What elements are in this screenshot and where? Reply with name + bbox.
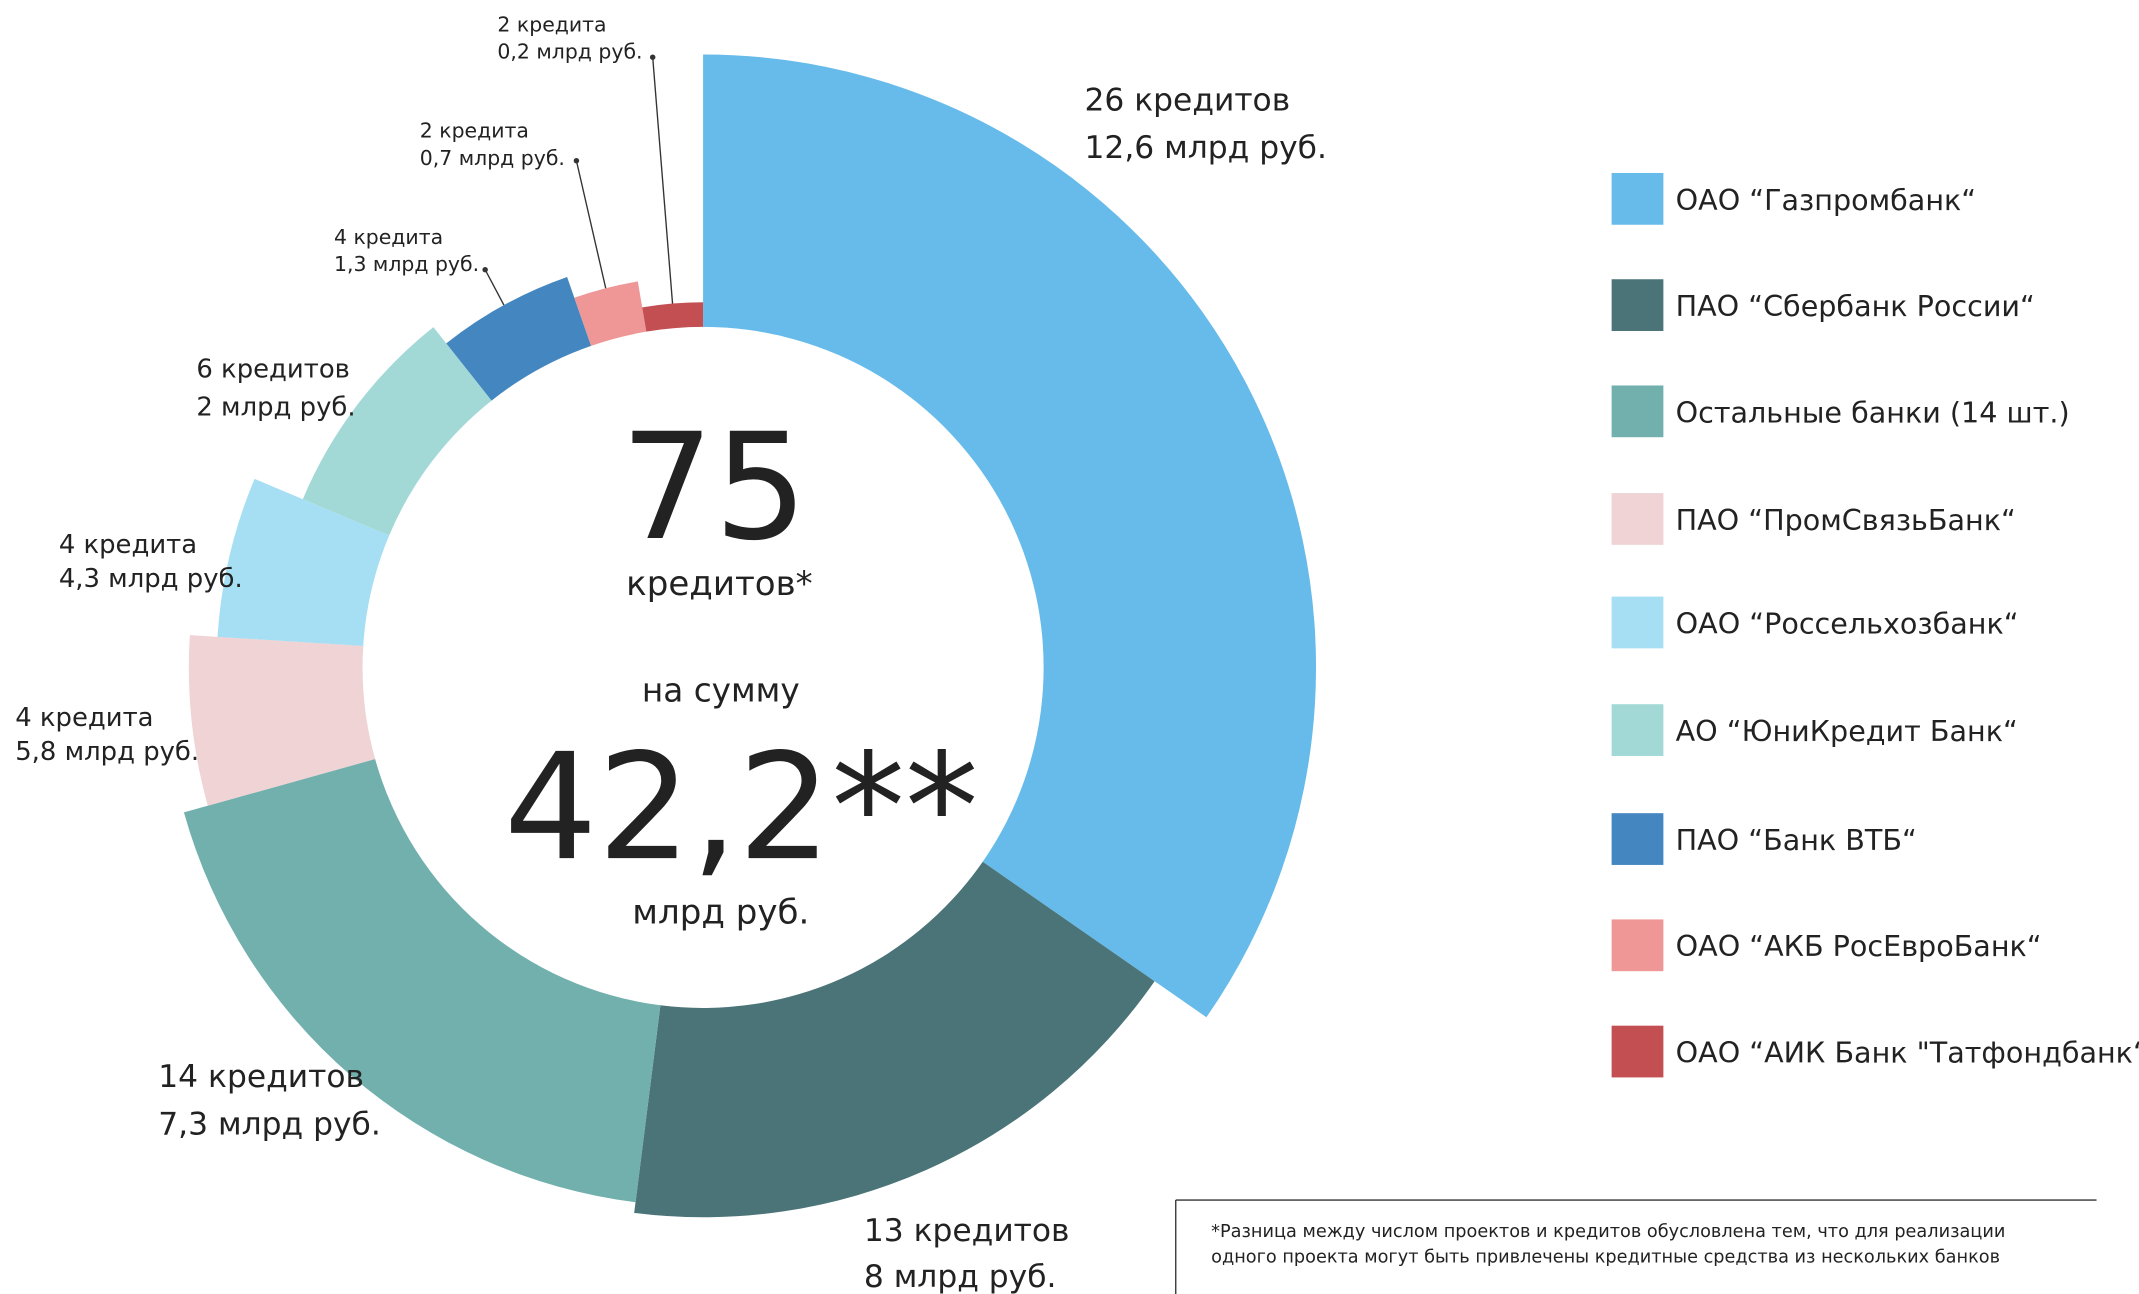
data-label: 1,3 млрд руб. [334,252,479,276]
center-number: 75 [620,401,807,573]
data-label: 14 кредитов [158,1059,364,1095]
center-text: на сумму [642,671,800,709]
data-label: 2 кредита [420,119,529,143]
leader-dot [649,54,656,60]
data-label: 4 кредита [334,225,443,249]
slice [642,302,704,332]
center-number: 42,2** [504,721,979,893]
data-label: 26 кредитов [1084,82,1290,118]
legend-swatch [1611,596,1664,649]
legend-label: ОАО “АИК Банк "Татфондбанк“ [1676,1035,2139,1069]
legend-swatch [1611,493,1664,545]
legend-label: АО “ЮниКредит Банк“ [1676,714,2018,748]
footnote: *Разница между числом проектов и кредито… [1211,1222,2005,1242]
leader-line [652,57,674,304]
data-label: 4 кредита [59,530,197,560]
legend-swatch [1611,704,1664,756]
data-label: 4,3 млрд руб. [59,564,243,594]
data-label: 7,3 млрд руб. [158,1107,381,1143]
legend-label: ОАО “Газпромбанк“ [1676,183,1977,217]
legend-label: ПАО “Банк ВТБ“ [1676,823,1917,857]
data-label: 6 кредитов [196,354,350,384]
slice [574,281,647,346]
leader-line [575,160,607,289]
slice [634,861,1155,1218]
slice [302,327,492,536]
leader-line [484,269,505,306]
slice [188,635,376,806]
data-label: 5,8 млрд руб. [15,737,199,767]
data-label: 2 млрд руб. [196,392,355,422]
data-label: 8 млрд руб. [864,1259,1057,1294]
slice [183,759,661,1203]
slice [217,478,390,647]
legend-swatch [1611,919,1664,972]
footnote: одного проекта могут быть привлечены кре… [1211,1248,2000,1268]
center-text: млрд руб. [632,893,809,933]
slice [446,276,592,401]
data-label: 12,6 млрд руб. [1084,130,1326,166]
legend-label: ОАО “Россельхозбанк“ [1676,606,2019,640]
slice [703,54,1317,1018]
legend-label: ПАО “ПромСвязьБанк“ [1676,503,2016,537]
data-label: 0,2 млрд руб. [497,40,642,64]
legend-swatch [1611,813,1664,865]
data-label: 13 кредитов [864,1213,1070,1249]
legend-swatch [1611,1025,1664,1078]
legend-swatch [1611,385,1664,438]
legend-swatch [1611,172,1664,225]
center-text: кредитов* [626,564,813,604]
legend-label: Остальные банки (14 шт.) [1676,395,2070,429]
legend-label: ОАО “АКБ РосЕвроБанк“ [1676,929,2042,963]
legend-swatch [1611,279,1664,331]
leader-dot [573,158,580,164]
data-label: 2 кредита [497,12,606,36]
data-label: 0,7 млрд руб. [420,146,565,170]
data-label: 4 кредита [15,703,153,733]
leader-dot [482,266,488,273]
legend-label: ПАО “Сбербанк России“ [1676,289,2035,323]
